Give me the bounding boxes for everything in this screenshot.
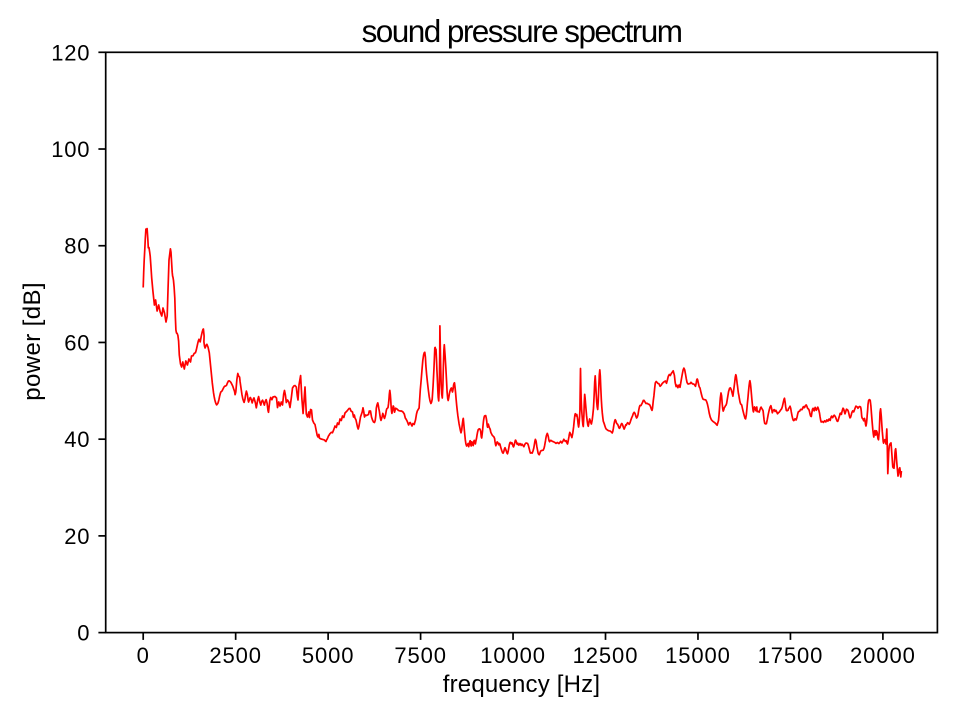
svg-text:power [dB]: power [dB]	[19, 282, 46, 401]
svg-text:0: 0	[77, 621, 90, 646]
svg-text:60: 60	[64, 330, 90, 355]
svg-text:12500: 12500	[573, 643, 639, 668]
svg-text:40: 40	[64, 427, 90, 452]
svg-text:2500: 2500	[209, 643, 262, 668]
svg-text:20000: 20000	[850, 643, 916, 668]
svg-text:17500: 17500	[758, 643, 824, 668]
svg-text:80: 80	[64, 234, 90, 259]
svg-text:sound pressure spectrum: sound pressure spectrum	[362, 13, 682, 49]
svg-text:0: 0	[137, 643, 150, 668]
svg-text:120: 120	[51, 40, 90, 65]
svg-text:20: 20	[64, 524, 90, 549]
svg-text:100: 100	[51, 137, 90, 162]
svg-text:7500: 7500	[394, 643, 447, 668]
svg-text:5000: 5000	[302, 643, 355, 668]
svg-text:15000: 15000	[665, 643, 731, 668]
svg-text:frequency [Hz]: frequency [Hz]	[443, 671, 601, 698]
svg-text:10000: 10000	[480, 643, 546, 668]
